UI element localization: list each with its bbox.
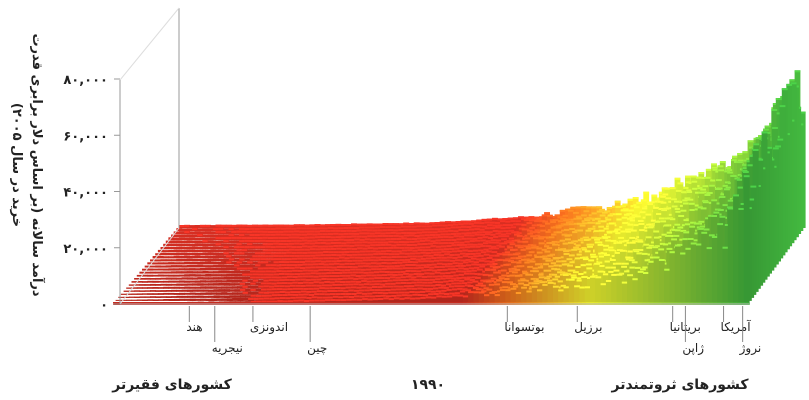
y-tick-label: ۲۰,۰۰۰ bbox=[63, 242, 108, 257]
country-label: نروژ bbox=[739, 341, 762, 356]
country-label: آمریکا bbox=[721, 319, 752, 335]
country-label: ژاپن bbox=[682, 341, 704, 356]
y-axis-label-line2: خرید در سال ۲۰۰۵) bbox=[9, 103, 24, 227]
y-tick-label: ۴۰,۰۰۰ bbox=[63, 186, 108, 201]
richer-countries-label: کشورهای ثروتمندتر bbox=[611, 377, 750, 393]
y-tick-label: ۶۰,۰۰۰ bbox=[63, 129, 108, 144]
country-label: اندونزی bbox=[250, 320, 288, 335]
y-axis-label-line1: درآمد سالانه (بر اساس دلار برابری قدرت bbox=[29, 33, 46, 296]
country-label: برزیل bbox=[574, 320, 602, 335]
country-label: نیجریه bbox=[212, 341, 243, 356]
country-label: بوتسوانا bbox=[504, 320, 544, 335]
y-tick-label: ۰ bbox=[100, 298, 108, 313]
country-label: چین bbox=[307, 341, 327, 356]
y-axis-label: درآمد سالانه (بر اساس دلار برابری قدرت خ… bbox=[9, 33, 46, 296]
y-tick-label: ۸۰,۰۰۰ bbox=[63, 73, 108, 88]
y-tick-labels: ۰ ۲۰,۰۰۰ ۴۰,۰۰۰ ۶۰,۰۰۰ ۸۰,۰۰۰ bbox=[63, 73, 120, 313]
country-label: هند bbox=[186, 320, 202, 334]
poorer-countries-label: کشورهای فقیرتر bbox=[111, 377, 232, 393]
year-label: ۱۹۹۰ bbox=[411, 377, 445, 393]
plot-area bbox=[113, 70, 806, 305]
